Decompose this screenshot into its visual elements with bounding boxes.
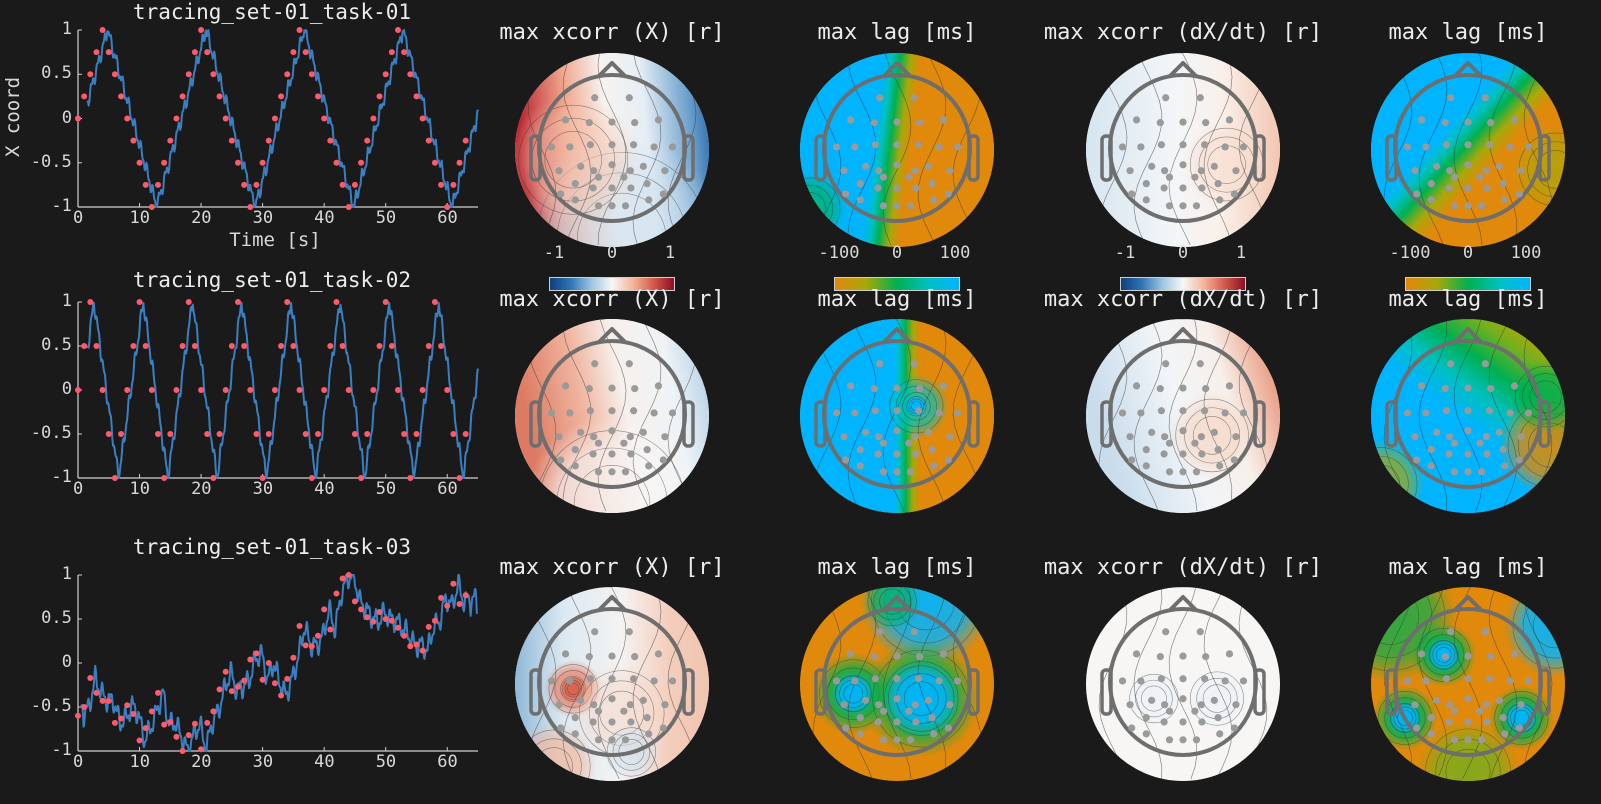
topomap-r3-c3 <box>1086 587 1280 781</box>
colorbar-tick-c4: -100 <box>1389 243 1431 263</box>
x-tick-label: 30 <box>252 479 274 499</box>
x-tick-label: 10 <box>129 479 151 499</box>
y-tick-label: -0.5 <box>30 151 72 172</box>
x-tick-label: 50 <box>375 752 397 772</box>
x-tick-label: 0 <box>73 208 84 228</box>
topomap-title-r1-c4: max lag [ms] <box>1388 20 1548 45</box>
y-tick-label: 0 <box>61 652 72 672</box>
topomap-r2-c3 <box>1086 319 1280 513</box>
y-tick-label: -0.5 <box>30 696 72 716</box>
x-tick-label: 60 <box>437 479 458 499</box>
x-tick-label: 60 <box>437 208 458 228</box>
colorbar-tick-c2: 0 <box>891 243 903 263</box>
topomap-title-r2-c2: max lag [ms] <box>817 287 977 312</box>
x-tick-label: 30 <box>252 752 274 772</box>
colorbar-tick-c3: 1 <box>1235 243 1247 263</box>
topomap-r1-c4 <box>1371 53 1565 247</box>
topomap-title-r1-c2: max lag [ms] <box>817 20 977 45</box>
colorbar-lag-c4 <box>1405 277 1531 291</box>
topomap-title-r2-c4: max lag [ms] <box>1388 287 1548 312</box>
topomap-r3-c4 <box>1371 587 1565 781</box>
plot-title-task-01: tracing_set-01_task-01 <box>132 0 412 24</box>
topomap-r1-c3 <box>1086 53 1280 247</box>
plot-title-task-03: tracing_set-01_task-03 <box>132 535 412 559</box>
topomap-title-r3-c1: max xcorr (X) [r] <box>499 555 725 580</box>
colorbar-tick-c1: -1 <box>543 243 565 263</box>
x-tick-label: 50 <box>375 208 397 228</box>
topomap-title-r3-c2: max lag [ms] <box>817 555 977 580</box>
y-tick-label: -0.5 <box>30 423 72 443</box>
y-tick-label: 0 <box>61 379 72 399</box>
colorbar-lag-c2 <box>834 277 960 291</box>
y-tick-label: -1 <box>51 467 72 487</box>
y-tick-label: 1 <box>61 291 72 311</box>
y-tick-label: -1 <box>51 196 72 216</box>
x-tick-label: 40 <box>314 479 335 499</box>
colorbar-tick-c3: -1 <box>1114 243 1136 263</box>
topomap-r3-c2 <box>800 587 994 781</box>
topomap-title-r2-c3: max xcorr (dX/dt) [r] <box>1043 287 1323 312</box>
x-tick-label: 20 <box>191 208 212 228</box>
x-tick-label: 0 <box>73 752 84 772</box>
x-tick-label: 40 <box>314 752 335 772</box>
y-tick-label: 0 <box>61 107 72 128</box>
topomap-title-r3-c3: max xcorr (dX/dt) [r] <box>1043 555 1323 580</box>
x-tick-label: 10 <box>129 752 151 772</box>
x-tick-label: 20 <box>191 479 212 499</box>
y-tick-label: 0.5 <box>41 63 72 84</box>
topomap-r1-c1 <box>515 53 709 247</box>
topomap-title-r1-c3: max xcorr (dX/dt) [r] <box>1043 20 1323 45</box>
x-tick-label: 20 <box>191 752 212 772</box>
topomap-title-r3-c4: max lag [ms] <box>1388 555 1548 580</box>
x-tick-label: 10 <box>129 208 151 228</box>
x-axis-label: Time [s] <box>229 229 321 251</box>
topomap-title-r1-c1: max xcorr (X) [r] <box>499 20 725 45</box>
topomap-r2-c1 <box>515 319 709 513</box>
colorbar-xcorr-c1 <box>549 277 675 291</box>
x-tick-label: 60 <box>437 752 458 772</box>
colorbar-tick-c4: 0 <box>1462 243 1474 263</box>
topomap-title-r2-c1: max xcorr (X) [r] <box>499 287 725 312</box>
topomap-r2-c4 <box>1371 319 1565 513</box>
y-tick-label: 1 <box>61 19 72 39</box>
colorbar-tick-c1: 0 <box>606 243 618 263</box>
x-tick-label: 40 <box>314 208 335 228</box>
colorbar-tick-c2: 100 <box>939 243 971 263</box>
x-tick-label: 30 <box>252 208 274 228</box>
topomap-r3-c1 <box>515 587 709 781</box>
colorbar-xcorr-c3 <box>1120 277 1246 291</box>
y-tick-label: 0.5 <box>41 608 72 628</box>
y-tick-label: 0.5 <box>41 335 72 355</box>
topomap-r2-c2 <box>800 319 994 513</box>
colorbar-tick-c4: 100 <box>1510 243 1542 263</box>
colorbar-tick-c2: -100 <box>818 243 860 263</box>
colorbar-tick-c1: 1 <box>664 243 676 263</box>
y-tick-label: 1 <box>61 564 72 584</box>
plot-title-task-02: tracing_set-01_task-02 <box>132 268 412 292</box>
x-tick-label: 0 <box>73 479 84 499</box>
x-tick-label: 50 <box>375 479 397 499</box>
y-tick-label: -1 <box>51 740 72 760</box>
topomap-r1-c2 <box>800 53 994 247</box>
colorbar-tick-c3: 0 <box>1177 243 1189 263</box>
